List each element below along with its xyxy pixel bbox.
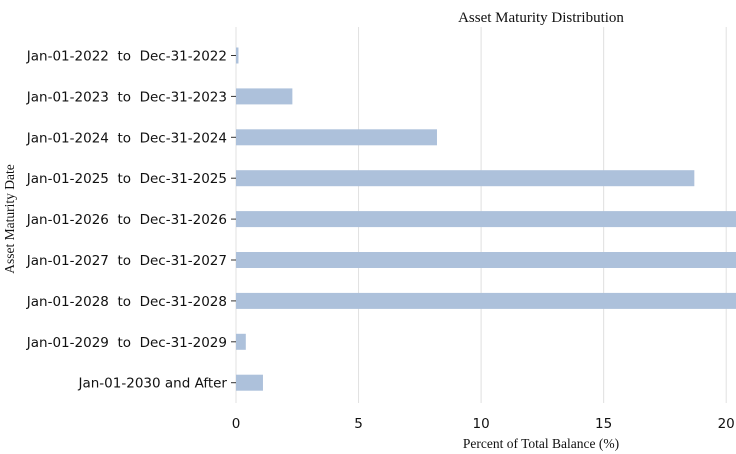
bar (236, 292, 736, 309)
x-tick-label: 20 (718, 416, 735, 432)
bar (236, 129, 437, 146)
bar (236, 47, 239, 64)
y-tick-label: Jan-01-2030 and After (78, 376, 228, 392)
y-tick-label: Jan-01-2024 to Dec-31-2024 (26, 130, 227, 146)
y-tick-label: Jan-01-2025 to Dec-31-2025 (26, 171, 227, 187)
y-tick-label: Jan-01-2026 to Dec-31-2026 (26, 212, 227, 228)
bar (236, 211, 736, 228)
y-tick-label: Jan-01-2023 to Dec-31-2023 (26, 89, 227, 105)
y-tick-labels: Jan-01-2022 to Dec-31-2022 Jan-01-2023 to… (26, 49, 236, 392)
y-tick-label: Jan-01-2029 to Dec-31-2029 (26, 335, 227, 351)
bar (236, 252, 736, 268)
y-tick-label: Jan-01-2027 to Dec-31-2027 (26, 253, 227, 269)
y-tick-label: Jan-01-2022 to Dec-31-2022 (26, 49, 227, 65)
x-tick-label: 10 (473, 416, 490, 432)
bar (236, 374, 263, 391)
x-tick-label: 15 (595, 416, 612, 432)
bar (236, 333, 246, 350)
x-axis-label: Percent of Total Balance (%) (463, 436, 619, 451)
x-tick-label: 5 (354, 416, 363, 432)
chart-title: Asset Maturity Distribution (458, 10, 624, 26)
bar (236, 170, 695, 187)
bar (236, 88, 293, 105)
x-tick-label: 0 (232, 416, 241, 432)
x-tick-labels: 0 5 10 15 20 (232, 416, 735, 432)
y-axis-label: Asset Maturity Date (2, 164, 17, 273)
bars (236, 47, 736, 391)
y-tick-label: Jan-01-2028 to Dec-31-2028 (26, 294, 227, 310)
